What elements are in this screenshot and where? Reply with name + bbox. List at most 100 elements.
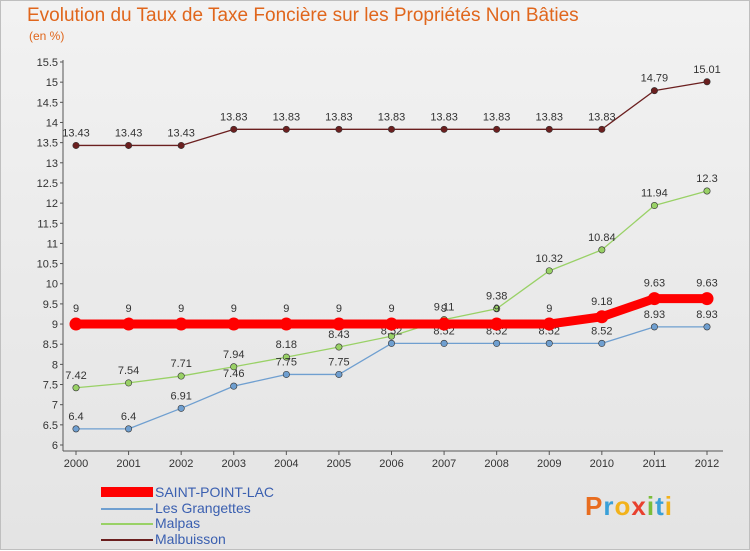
logo-letter: x: [631, 491, 647, 521]
data-label-malbuisson: 13.43: [115, 127, 143, 139]
data-label-malbuisson: 13.83: [325, 111, 353, 123]
data-label-saint-point-lac: 9: [546, 303, 552, 315]
x-tick-label: 2002: [169, 458, 193, 470]
x-tick-label: 2000: [64, 458, 88, 470]
data-point-malpas: [545, 267, 553, 275]
data-label-malbuisson: 15.01: [693, 64, 721, 76]
y-tick-label: 7.5: [43, 380, 58, 392]
y-tick-label: 13: [46, 158, 58, 170]
data-label-malbuisson: 13.43: [167, 127, 195, 139]
data-point-saint-point-lac: [700, 292, 714, 306]
data-label-malbuisson: 13.83: [430, 111, 458, 123]
data-label-saint-point-lac: 9: [178, 303, 184, 315]
y-tick-label: 11.5: [37, 218, 58, 230]
data-point-les-grangettes: [493, 339, 501, 347]
logo-letter: r: [603, 491, 615, 521]
x-tick-label: 2003: [222, 458, 246, 470]
y-tick-label: 14: [46, 117, 58, 129]
data-point-malpas: [125, 379, 133, 387]
logo-letter: P: [585, 491, 604, 521]
y-tick-label: 7: [52, 400, 58, 412]
data-label-les-grangettes: 8.93: [696, 309, 717, 321]
data-point-malbuisson: [230, 125, 238, 133]
legend-label-malbuisson: Malbuisson: [155, 531, 226, 547]
x-tick-label: 2001: [116, 458, 140, 470]
data-label-malbuisson: 13.83: [378, 111, 406, 123]
data-point-les-grangettes: [387, 339, 395, 347]
data-label-les-grangettes: 7.46: [223, 368, 244, 380]
data-point-saint-point-lac: [279, 317, 293, 331]
data-point-malbuisson: [72, 141, 80, 149]
y-tick-label: 14.5: [37, 97, 58, 109]
data-point-saint-point-lac: [595, 310, 609, 324]
data-point-saint-point-lac: [385, 317, 398, 331]
data-label-malpas: 7.94: [223, 349, 244, 361]
data-point-saint-point-lac: [122, 317, 136, 331]
data-point-saint-point-lac: [647, 292, 661, 306]
chart-title: Evolution du Taux de Taxe Foncière sur l…: [27, 5, 579, 26]
data-point-malbuisson: [545, 125, 553, 133]
data-label-saint-point-lac: 9.18: [591, 296, 612, 308]
data-point-les-grangettes: [282, 370, 290, 378]
data-point-malpas: [282, 353, 290, 361]
data-label-malpas: 7.71: [170, 358, 191, 370]
legend-swatch-malpas: [101, 523, 153, 525]
data-point-les-grangettes: [177, 404, 185, 412]
y-tick-label: 13.5: [37, 138, 58, 150]
logo-letter: i: [646, 491, 656, 521]
data-point-malbuisson: [282, 125, 290, 133]
x-tick-label: 2011: [643, 458, 667, 470]
data-point-saint-point-lac: [542, 317, 556, 331]
data-label-malpas: 8.43: [328, 329, 349, 341]
logo-letter: t: [655, 491, 665, 521]
data-point-saint-point-lac: [490, 317, 504, 331]
x-tick-label: 2010: [590, 458, 614, 470]
data-point-saint-point-lac: [332, 317, 346, 331]
legend-swatch-saint-point-lac: [101, 487, 153, 497]
data-label-malpas: 7.54: [118, 365, 139, 377]
data-label-les-grangettes: 7.75: [328, 356, 349, 368]
data-label-saint-point-lac: 9: [494, 303, 500, 315]
logo-letter: o: [614, 491, 632, 521]
y-tick-label: 11: [47, 238, 58, 250]
y-tick-label: 9: [52, 319, 58, 331]
data-point-malbuisson: [335, 125, 343, 133]
data-point-saint-point-lac: [174, 317, 188, 331]
data-label-malbuisson: 13.83: [535, 111, 563, 123]
y-tick-label: 6.5: [43, 420, 58, 432]
data-label-malpas: 11.94: [641, 188, 668, 200]
data-point-les-grangettes: [335, 370, 343, 378]
y-tick-label: 15.5: [37, 57, 58, 69]
data-point-saint-point-lac: [227, 317, 241, 331]
data-label-les-grangettes: 7.75: [276, 356, 297, 368]
data-label-malbuisson: 13.83: [273, 111, 301, 123]
data-point-les-grangettes: [72, 425, 80, 433]
data-label-malpas: 7.42: [65, 370, 86, 382]
y-tick-label: 12: [46, 198, 58, 210]
data-label-malpas: 10.84: [588, 232, 616, 244]
data-point-les-grangettes: [230, 382, 238, 390]
y-axis-unit-label: (en %): [29, 29, 65, 43]
data-point-malpas: [177, 372, 185, 380]
x-tick-label: 2005: [327, 458, 351, 470]
data-label-saint-point-lac: 9: [388, 303, 394, 315]
y-tick-label: 8.5: [43, 339, 58, 351]
data-label-les-grangettes: 6.4: [121, 411, 136, 423]
legend-swatch-malbuisson: [101, 539, 153, 541]
data-point-malbuisson: [493, 125, 501, 133]
x-tick-label: 2004: [274, 458, 298, 470]
data-label-saint-point-lac: 9.63: [644, 278, 665, 290]
data-point-malbuisson: [387, 125, 395, 133]
data-point-malpas: [230, 363, 238, 371]
legend-label-les-grangettes: Les Grangettes: [155, 500, 251, 516]
y-tick-label: 15: [46, 77, 58, 89]
data-point-saint-point-lac: [437, 317, 451, 331]
data-label-saint-point-lac: 9: [126, 303, 132, 315]
y-tick-label: 6: [52, 440, 58, 452]
data-point-les-grangettes: [125, 425, 133, 433]
x-tick-label: 2008: [484, 458, 508, 470]
y-tick-label: 9.5: [43, 299, 58, 311]
data-point-malbuisson: [177, 141, 185, 149]
